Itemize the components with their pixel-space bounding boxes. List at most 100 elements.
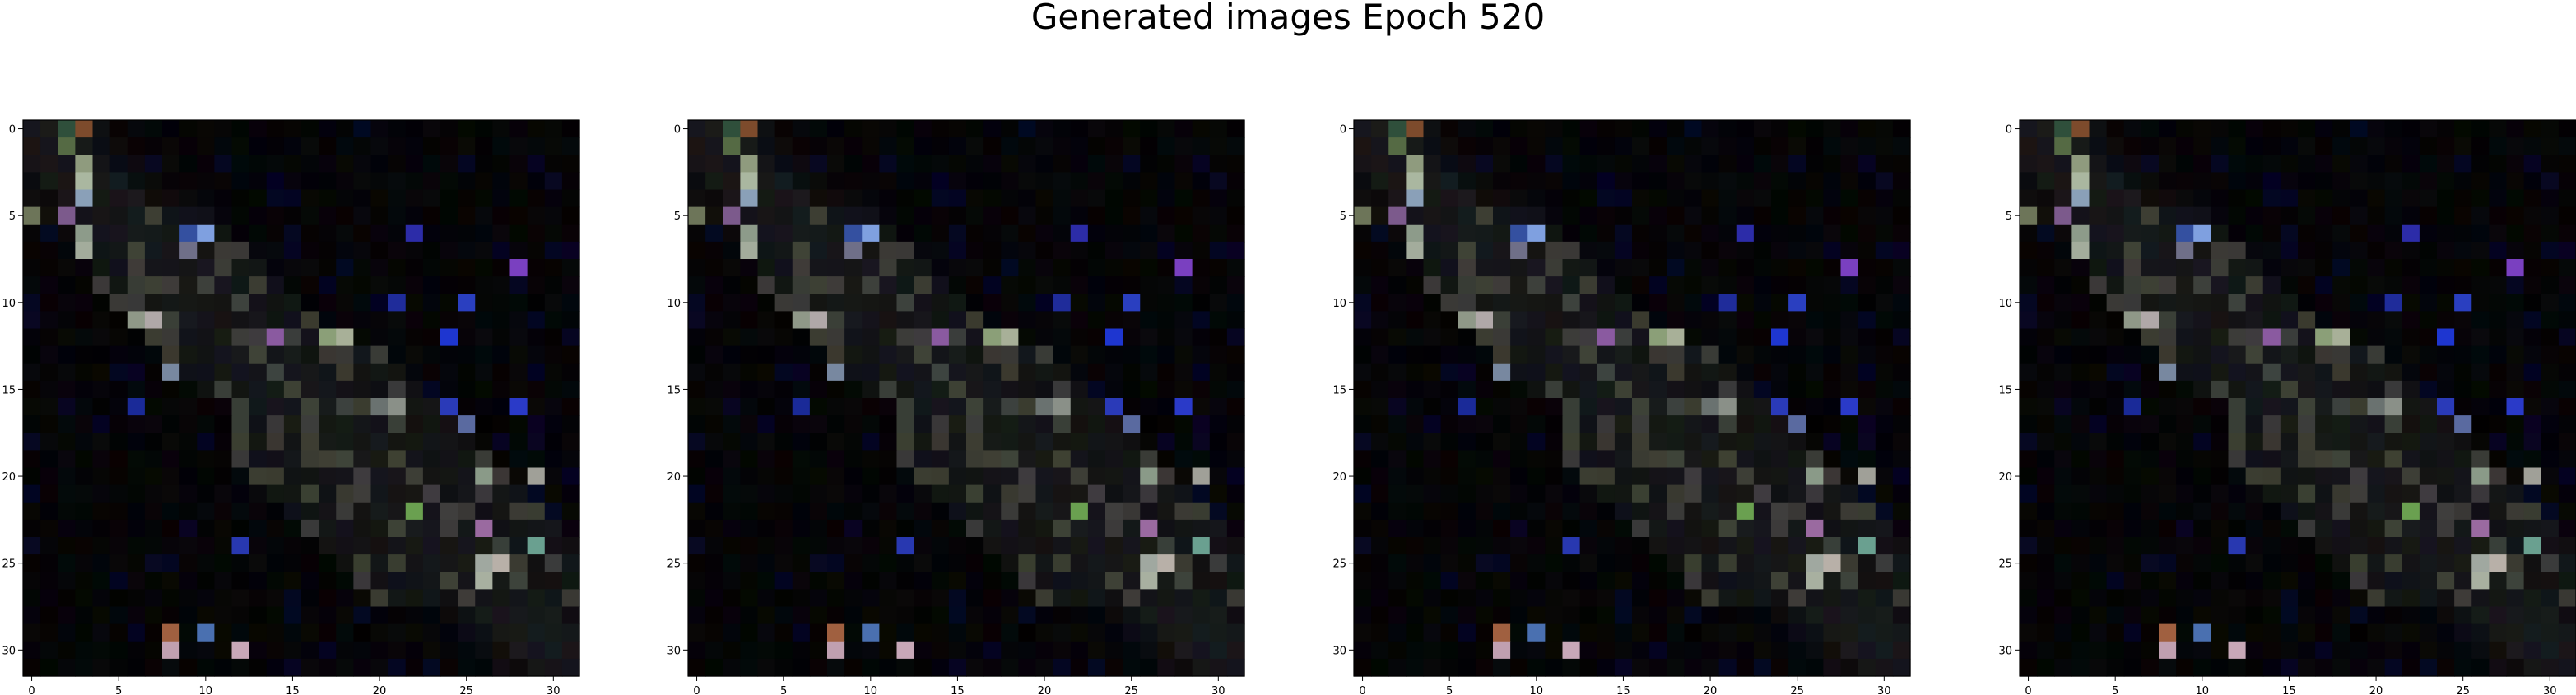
image-pixel <box>983 189 1002 208</box>
image-pixel <box>2315 172 2333 191</box>
image-pixel <box>1087 537 1106 555</box>
image-pixel <box>422 415 441 433</box>
image-pixel <box>2315 398 2333 416</box>
image-pixel <box>179 467 198 486</box>
image-pixel <box>1371 259 1389 277</box>
image-pixel <box>458 537 476 555</box>
image-pixel <box>2037 450 2055 469</box>
image-pixel <box>1667 623 1685 642</box>
image-pixel <box>1001 484 1019 503</box>
image-pixel <box>2523 641 2542 660</box>
image-pixel <box>2367 276 2386 294</box>
image-pixel <box>1105 155 1123 173</box>
image-pixel <box>1192 554 1211 572</box>
image-pixel <box>1035 137 1054 155</box>
image-pixel <box>705 137 723 155</box>
image-pixel <box>1597 484 1616 503</box>
image-pixel <box>1579 572 1598 590</box>
image-pixel <box>1157 641 1176 660</box>
image-pixel <box>1667 415 1685 433</box>
image-pixel <box>2020 415 2038 433</box>
image-pixel <box>2523 519 2542 538</box>
image-pixel <box>2159 363 2177 382</box>
image-pixel <box>2437 155 2455 173</box>
image-pixel <box>1718 606 1737 625</box>
image-pixel <box>2419 641 2438 660</box>
image-pixel <box>2020 554 2038 572</box>
image-pixel <box>388 172 407 191</box>
image-pixel <box>266 155 285 173</box>
image-pixel <box>2106 398 2125 416</box>
image-pixel <box>2020 294 2038 312</box>
image-pixel <box>2037 224 2055 243</box>
image-pixel <box>2437 311 2455 330</box>
image-pixel <box>1510 415 1528 433</box>
image-pixel <box>2523 206 2542 225</box>
image-pixel <box>757 276 776 294</box>
image-pixel <box>914 224 932 243</box>
image-pixel <box>1123 467 1141 486</box>
image-pixel <box>705 398 723 416</box>
image-pixel <box>1545 189 1564 208</box>
image-pixel <box>1753 311 1772 330</box>
image-pixel <box>1388 484 1407 503</box>
image-pixel <box>2280 433 2299 451</box>
image-pixel <box>92 658 111 677</box>
image-pixel <box>1562 589 1581 608</box>
image-pixel <box>162 155 180 173</box>
image-pixel <box>2054 311 2072 330</box>
image-pixel <box>370 137 389 155</box>
image-pixel <box>1458 467 1476 486</box>
image-pixel <box>527 658 546 677</box>
image-pixel <box>966 380 984 399</box>
image-pixel <box>2298 502 2316 521</box>
image-pixel <box>1718 294 1737 312</box>
image-pixel <box>1440 155 1459 173</box>
image-pixel <box>1806 433 1824 451</box>
image-pixel <box>544 658 563 677</box>
image-pixel <box>2071 554 2090 572</box>
image-pixel <box>1788 311 1806 330</box>
image-pixel <box>1475 328 1494 347</box>
image-pixel <box>1788 641 1806 660</box>
image-pixel <box>688 537 706 555</box>
image-pixel <box>1423 137 1442 155</box>
image-pixel <box>862 433 880 451</box>
image-pixel <box>109 519 128 538</box>
image-pixel <box>1684 224 1703 243</box>
image-pixel <box>983 623 1002 642</box>
image-pixel <box>388 606 407 625</box>
image-pixel <box>1771 189 1789 208</box>
image-pixel <box>2262 589 2281 608</box>
image-pixel <box>1771 276 1789 294</box>
image-pixel <box>2471 276 2490 294</box>
image-pixel <box>1226 433 1245 451</box>
image-pixel <box>1788 658 1806 677</box>
image-pixel <box>266 311 285 330</box>
image-pixel <box>1632 328 1650 347</box>
image-pixel <box>1736 206 1755 225</box>
image-pixel <box>1614 589 1633 608</box>
image-pixel <box>827 241 845 260</box>
image-pixel <box>966 259 984 277</box>
image-pixel <box>1649 276 1667 294</box>
image-pixel <box>2541 206 2560 225</box>
image-pixel <box>283 189 302 208</box>
image-pixel <box>109 572 128 590</box>
x-tick-label: 10 <box>864 685 878 695</box>
image-pixel <box>1701 137 1720 155</box>
image-pixel <box>40 276 58 294</box>
image-pixel <box>2332 623 2350 642</box>
image-pixel <box>336 450 354 469</box>
image-pixel <box>353 137 372 155</box>
image-pixel <box>862 641 880 660</box>
image-pixel <box>2262 537 2281 555</box>
image-pixel <box>1174 623 1193 642</box>
image-pixel <box>475 380 493 399</box>
image-pixel <box>266 433 285 451</box>
image-pixel <box>688 172 706 191</box>
image-pixel <box>422 484 441 503</box>
image-pixel <box>92 380 111 399</box>
image-pixel <box>2123 589 2142 608</box>
image-pixel <box>440 398 458 416</box>
